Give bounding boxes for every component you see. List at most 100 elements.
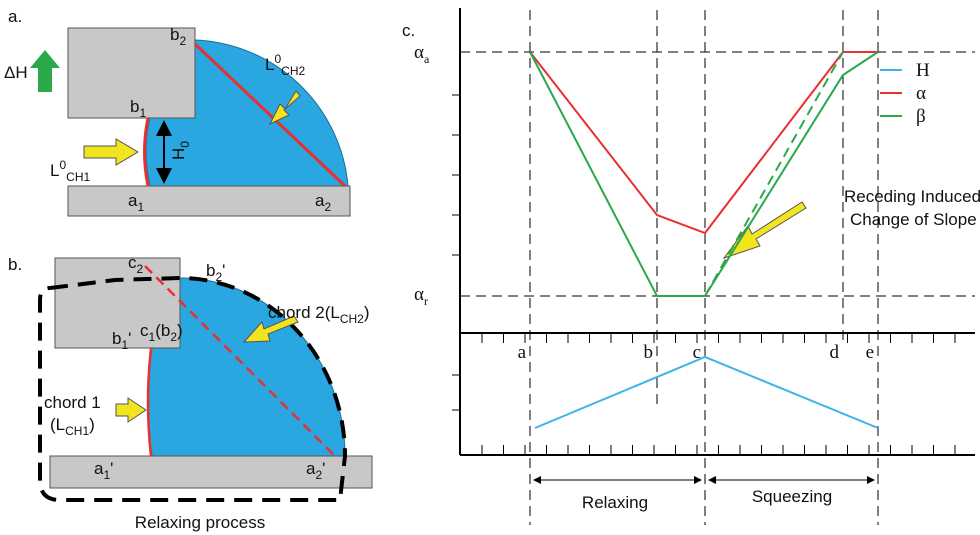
phase-label: Relaxing <box>582 493 648 512</box>
t: b <box>112 329 121 348</box>
t: 0 <box>178 141 192 148</box>
alpha-r-label: αr <box>414 284 428 308</box>
t: 0 <box>59 158 66 172</box>
a2-label: a2 <box>315 191 331 214</box>
t: chord 2(L <box>268 303 340 322</box>
curve <box>529 51 879 297</box>
stage-label: c <box>693 342 701 363</box>
legend-label: H <box>916 60 930 81</box>
pointer-arrow <box>268 90 301 126</box>
lower-plate <box>49 455 373 489</box>
curve <box>534 355 879 429</box>
t: a <box>424 52 430 66</box>
pointer-arrow <box>242 315 299 343</box>
t: 1 <box>121 338 128 352</box>
b2-prime-label: b2' <box>206 261 225 284</box>
curve <box>704 51 844 297</box>
t: b <box>206 261 215 280</box>
panel-label: a. <box>8 7 22 26</box>
t: ' <box>110 459 113 478</box>
stage-label: d <box>830 342 840 363</box>
caption: Relaxing process <box>135 513 265 532</box>
chord <box>146 347 153 457</box>
t: α <box>414 284 424 305</box>
chord <box>144 265 336 457</box>
annotation: Change of Slope <box>850 210 977 229</box>
t: ' <box>222 261 225 280</box>
t: (L <box>50 415 65 434</box>
pointer-arrow <box>83 138 139 166</box>
chord2-label: chord 2(LCH2) <box>268 303 370 326</box>
t: ) <box>364 303 370 322</box>
l-ch1-label: L0CH1 <box>50 158 90 184</box>
t: 2 <box>179 34 186 48</box>
t: CH2 <box>340 312 364 326</box>
t: ) <box>89 415 95 434</box>
t: 1 <box>103 468 110 482</box>
b1-label: b1 <box>130 97 146 120</box>
b2-label: b2 <box>170 25 186 48</box>
t: b <box>170 25 179 44</box>
t: a <box>315 191 325 210</box>
t: CH2 <box>281 64 305 78</box>
h0-label: H0 <box>169 141 192 160</box>
t: ) <box>177 321 183 340</box>
upper-plate <box>67 27 196 119</box>
lower-plate <box>67 185 351 217</box>
panel-label: c. <box>402 21 415 40</box>
t: c <box>128 253 137 272</box>
t: 1 <box>139 106 146 120</box>
t: ' <box>128 329 131 348</box>
t: H <box>169 148 188 160</box>
stage-label: a <box>518 342 527 363</box>
b1-prime-label: b1' <box>112 329 131 352</box>
panel-a: a. ΔH H0 b2 b1 a1 a2 L0CH1 L0CH2 <box>4 7 351 217</box>
upper-plate <box>54 257 181 349</box>
t: 1 <box>149 330 156 344</box>
t: ' <box>322 459 325 478</box>
chord1-label: chord 1 <box>44 393 101 412</box>
phase-label: Squeezing <box>752 487 832 506</box>
t: (b <box>155 321 170 340</box>
t: 2 <box>137 262 144 276</box>
legend-label: β <box>916 106 926 127</box>
c1-b2-label: c1(b2) <box>140 321 183 344</box>
a1-prime-label: a1' <box>94 459 113 482</box>
chord <box>143 117 150 187</box>
t: 0 <box>274 52 281 66</box>
up-arrow <box>30 50 60 92</box>
t: CH1 <box>66 170 90 184</box>
l-ch2-label: L0CH2 <box>265 52 305 78</box>
chord <box>193 42 347 188</box>
annotation: Receding Induced <box>844 187 980 206</box>
stage-label: e <box>866 342 874 363</box>
t: L <box>265 55 274 74</box>
t: CH1 <box>65 424 89 438</box>
outline <box>38 275 348 502</box>
t: c <box>140 321 149 340</box>
legend-label: α <box>916 83 926 104</box>
delta-h: ΔH <box>4 63 28 82</box>
chord1-label: (LCH1) <box>50 415 95 438</box>
pointer-arrow <box>115 397 147 423</box>
c2-label: c2 <box>128 253 144 276</box>
t: 2 <box>315 468 322 482</box>
stage-label: b <box>644 342 654 363</box>
curve <box>529 51 878 235</box>
t: a <box>94 459 104 478</box>
alpha-a-label: αa <box>414 42 430 66</box>
t: 2 <box>324 200 331 214</box>
t: b <box>130 97 139 116</box>
t: 2 <box>215 270 222 284</box>
t: 2 <box>170 330 177 344</box>
t: a <box>128 191 138 210</box>
droplet <box>145 39 349 187</box>
t: r <box>424 294 428 308</box>
t: 1 <box>137 200 144 214</box>
pointer-arrow <box>722 201 807 259</box>
t: L <box>50 161 59 180</box>
t: α <box>414 42 424 63</box>
t: a <box>306 459 316 478</box>
panel-c: c. αa αr Receding Induced Change of Slop… <box>402 8 980 525</box>
